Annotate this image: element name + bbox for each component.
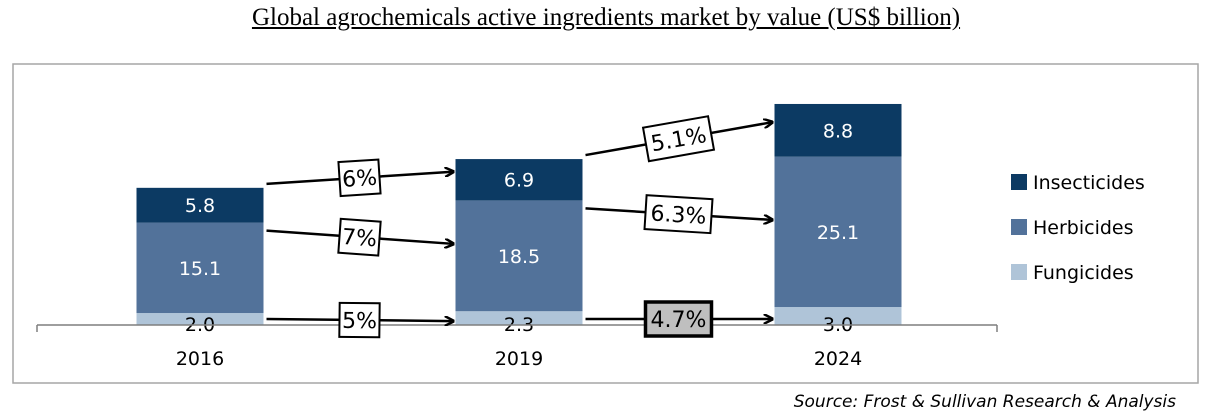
- legend-swatch-herbicides: [1011, 219, 1027, 235]
- value-label-herbicides-2016: 15.1: [179, 258, 221, 280]
- legend-swatch-fungicides: [1011, 264, 1027, 280]
- bar-insecticides-2016: [136, 187, 264, 223]
- x-tick-label-2019: 2019: [495, 348, 543, 370]
- bar-herbicides-2019: [455, 200, 583, 312]
- bar-herbicides-2024: [774, 156, 902, 308]
- value-label-insecticides-2019: 6.9: [504, 170, 534, 192]
- bar-insecticides-2019: [455, 159, 583, 201]
- growth-label: 7%: [341, 225, 378, 252]
- growth-label-box: 6.3%: [643, 194, 714, 235]
- growth-label: 6%: [341, 166, 377, 193]
- bar-fungicides-2016: [136, 313, 264, 325]
- value-label-herbicides-2019: 18.5: [498, 246, 540, 268]
- growth-label-box: 6%: [337, 158, 382, 198]
- x-tick-label-2024: 2024: [814, 348, 862, 370]
- growth-label-box: 4.7%: [643, 300, 714, 338]
- growth-label-box: 7%: [337, 217, 382, 257]
- legend-label-herbicides: Herbicides: [1033, 217, 1134, 239]
- bar-fungicides-2024: [774, 307, 902, 325]
- bar-insecticides-2024: [774, 103, 902, 157]
- source-note: Source: Frost & Sullivan Research & Anal…: [793, 392, 1176, 412]
- value-label-insecticides-2016: 5.8: [185, 195, 215, 217]
- growth-label: 5%: [342, 309, 377, 334]
- value-label-insecticides-2024: 8.8: [823, 120, 853, 142]
- growth-label-box: 5%: [338, 301, 381, 339]
- growth-label: 6.3%: [650, 201, 707, 229]
- bar-herbicides-2016: [136, 222, 264, 314]
- growth-label-box: 5.1%: [641, 115, 716, 163]
- legend-label-insecticides: Insecticides: [1033, 172, 1145, 194]
- growth-label: 4.7%: [651, 308, 707, 333]
- legend-swatch-insecticides: [1011, 174, 1027, 190]
- chart-title: Global agrochemicals active ingredients …: [251, 4, 961, 31]
- legend-label-fungicides: Fungicides: [1033, 262, 1134, 284]
- x-tick-label-2016: 2016: [176, 348, 224, 370]
- bar-fungicides-2019: [455, 311, 583, 325]
- value-label-herbicides-2024: 25.1: [817, 222, 859, 244]
